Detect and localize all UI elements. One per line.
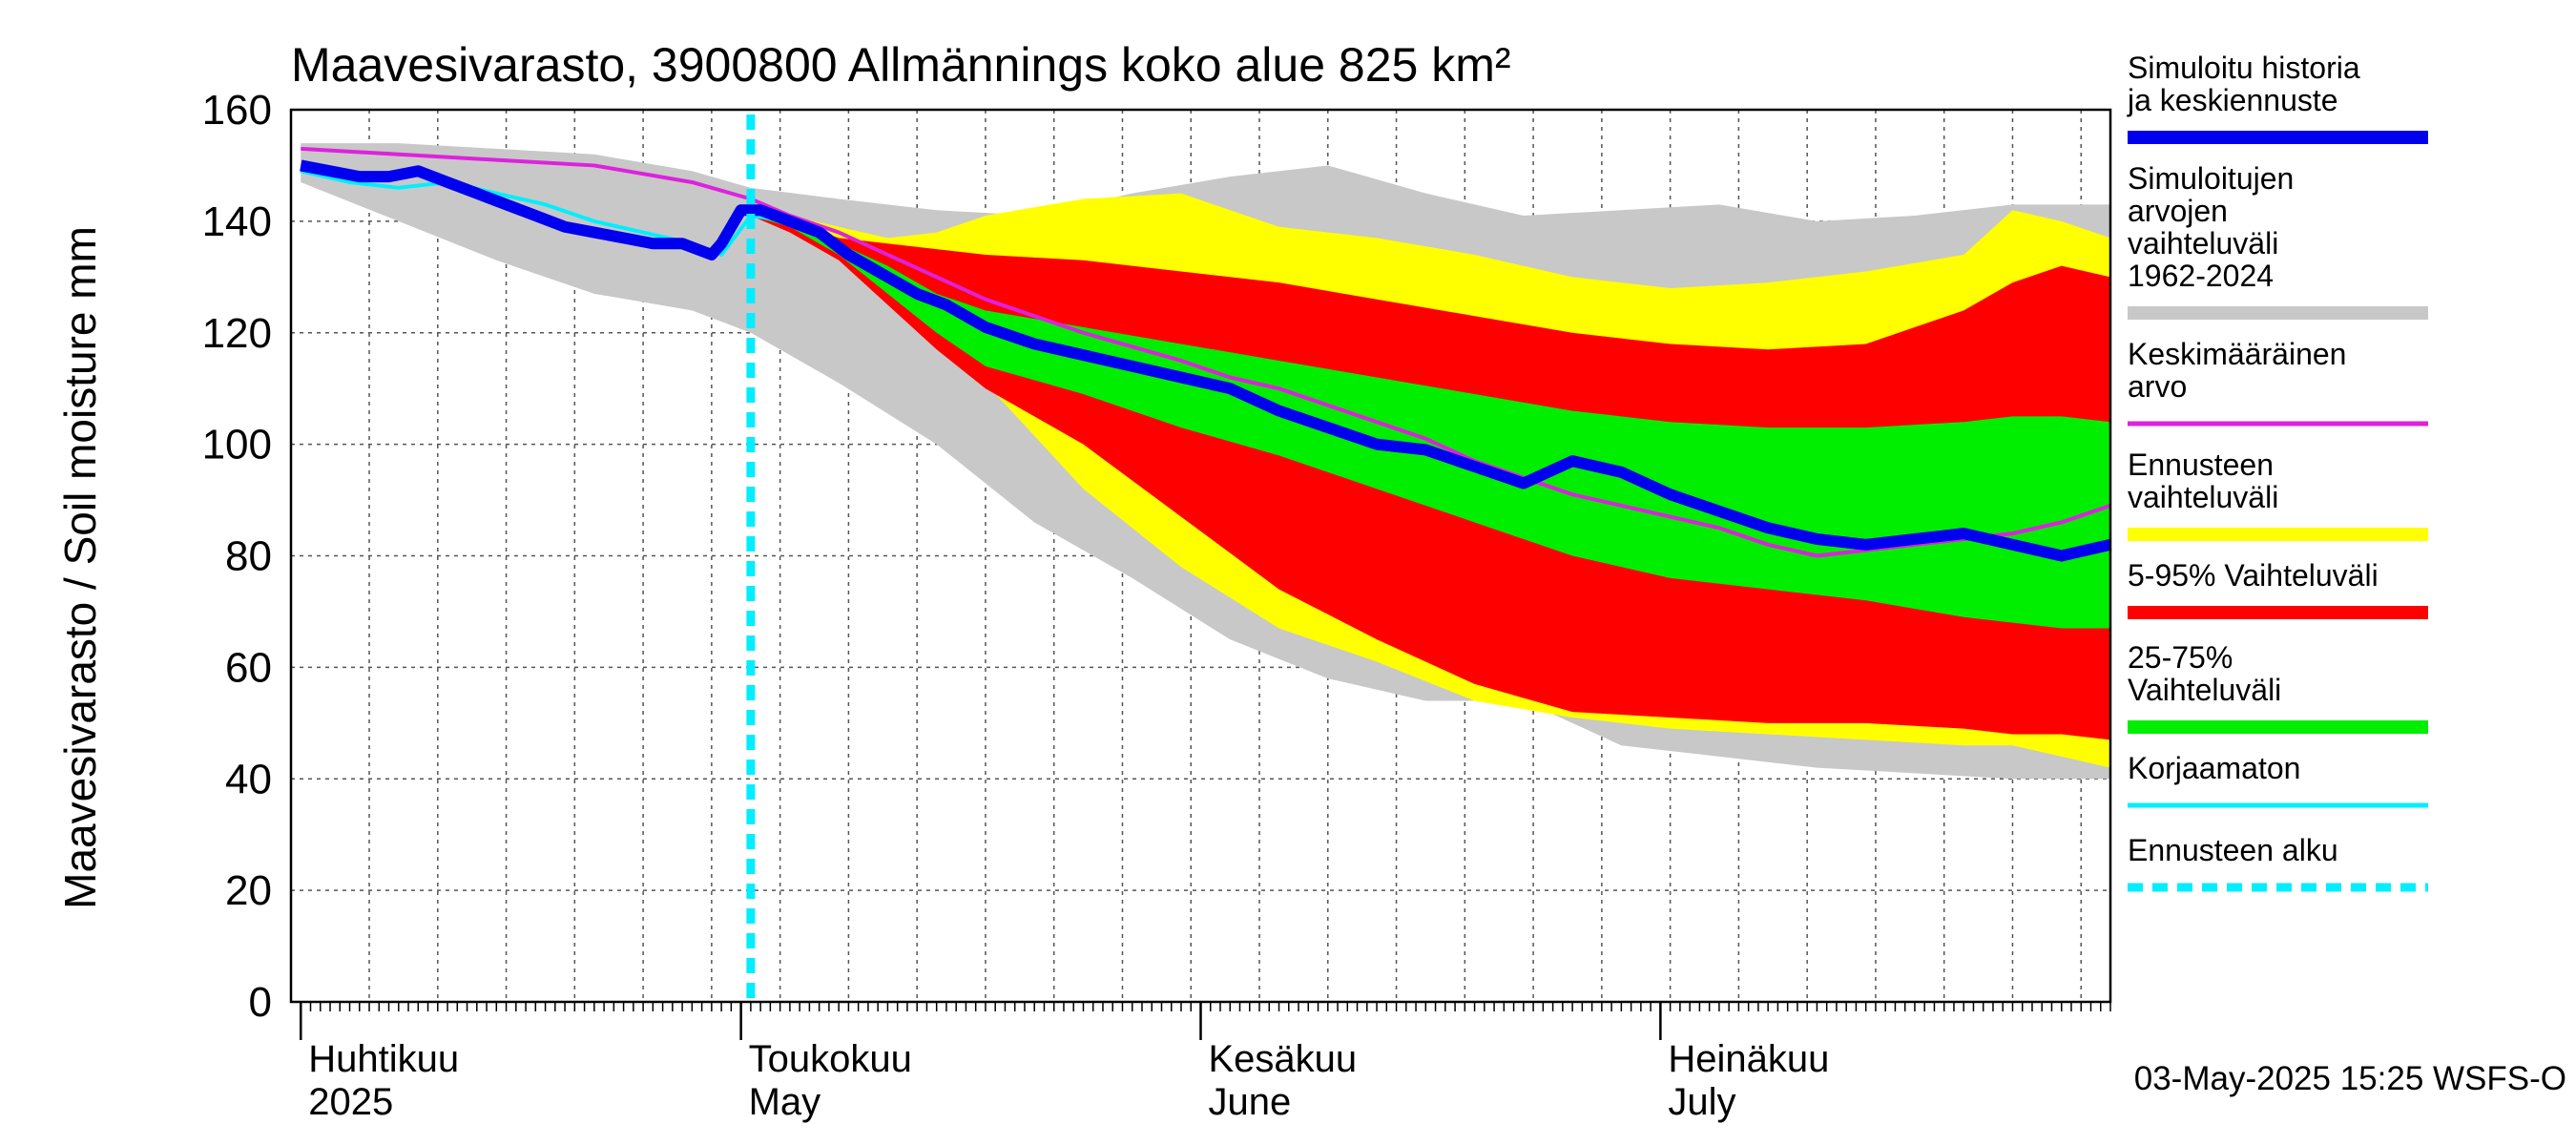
timestamp: 03-May-2025 15:25 WSFS-O bbox=[2134, 1060, 2566, 1097]
y-tick-label: 60 bbox=[225, 644, 272, 691]
y-tick-label: 40 bbox=[225, 756, 272, 802]
line-korjaamaton bbox=[300, 169, 791, 257]
line-simuloitu-historia-ja-keskiennuste bbox=[300, 159, 2112, 562]
y-tick-label: 120 bbox=[202, 310, 272, 357]
legend-label: Korjaamaton bbox=[2128, 751, 2300, 785]
legend-label: Simuloitu historia ja keskiennuste bbox=[2127, 51, 2360, 117]
y-axis-label: Maavesivarasto / Soil moisture mm bbox=[55, 226, 105, 909]
range-bands bbox=[301, 143, 2110, 780]
y-tick-label: 100 bbox=[202, 422, 272, 468]
legend-label: 5-95% Vaihteluväli bbox=[2128, 558, 2379, 593]
legend: Simuloitu historia ja keskiennuste Simuloi… bbox=[2127, 51, 2428, 892]
y-tick-label: 140 bbox=[202, 198, 272, 245]
month-label-fi: Huhtikuu bbox=[308, 1038, 459, 1080]
series-lines bbox=[300, 114, 2112, 1002]
legend-label: Ennusteen vaihteluväli bbox=[2128, 448, 2278, 514]
legend-label: 25-75% Vaihteluväli bbox=[2128, 640, 2281, 707]
month-label-fi: Toukokuu bbox=[749, 1038, 912, 1080]
y-tick-label: 0 bbox=[249, 979, 272, 1026]
y-tick-label: 80 bbox=[225, 533, 272, 580]
month-label-en: 2025 bbox=[308, 1081, 393, 1123]
month-label-en: July bbox=[1668, 1081, 1735, 1123]
month-label-en: June bbox=[1209, 1081, 1292, 1123]
month-label-en: May bbox=[749, 1081, 821, 1123]
y-tick-label: 160 bbox=[202, 87, 272, 134]
month-label-fi: Heinäkuu bbox=[1668, 1038, 1829, 1080]
legend-label: Ennusteen alku bbox=[2128, 833, 2338, 867]
month-label-fi: Kesäkuu bbox=[1209, 1038, 1358, 1080]
y-tick-label: 20 bbox=[225, 867, 272, 914]
chart-title: Maavesivarasto, 3900800 Allmännings koko… bbox=[291, 38, 1511, 92]
legend-label: Simuloitujen arvojen vaihteluväli 1962-2024 bbox=[2128, 161, 2294, 293]
legend-label: Keskimääräinen arvo bbox=[2128, 337, 2346, 404]
